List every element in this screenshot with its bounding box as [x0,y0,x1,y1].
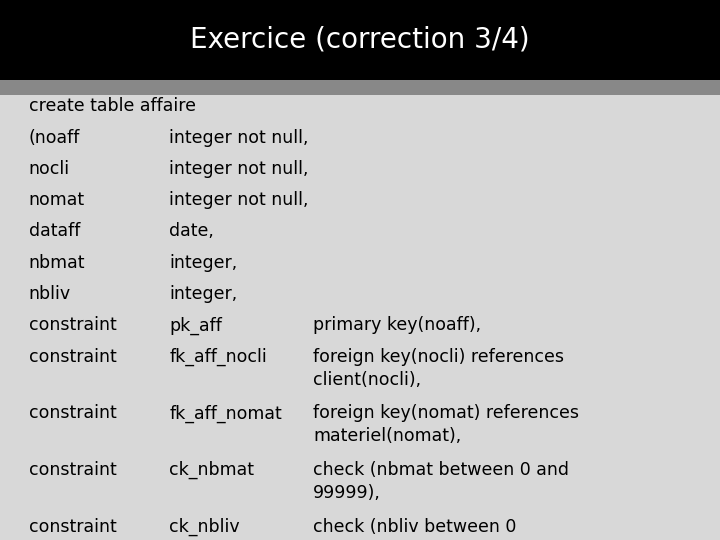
Text: Exercice (correction 3/4): Exercice (correction 3/4) [190,26,530,54]
Text: foreign key(nomat) references
materiel(nomat),: foreign key(nomat) references materiel(n… [313,404,579,445]
Text: nomat: nomat [29,191,85,209]
Text: foreign key(nocli) references
client(nocli),: foreign key(nocli) references client(noc… [313,348,564,389]
Text: constraint: constraint [29,316,117,334]
Text: fk_aff_nomat: fk_aff_nomat [169,404,282,423]
Text: date,: date, [169,222,214,240]
Text: pk_aff: pk_aff [169,316,222,335]
Text: integer not null,: integer not null, [169,160,309,178]
FancyBboxPatch shape [0,80,720,95]
Text: check (nbliv between 0
and 99999)) ;: check (nbliv between 0 and 99999)) ; [313,518,516,540]
Text: primary key(noaff),: primary key(noaff), [313,316,482,334]
Text: fk_aff_nocli: fk_aff_nocli [169,348,267,366]
Text: nocli: nocli [29,160,70,178]
Text: constraint: constraint [29,461,117,479]
Text: integer not null,: integer not null, [169,191,309,209]
Text: integer not null,: integer not null, [169,129,309,146]
Text: integer,: integer, [169,285,238,303]
Text: create table affaire: create table affaire [29,97,196,115]
FancyBboxPatch shape [0,0,720,80]
Text: (noaff: (noaff [29,129,80,146]
Text: nbmat: nbmat [29,254,85,272]
Text: check (nbmat between 0 and
99999),: check (nbmat between 0 and 99999), [313,461,570,502]
Text: nbliv: nbliv [29,285,71,303]
Text: ck_nbmat: ck_nbmat [169,461,254,480]
Text: constraint: constraint [29,518,117,536]
Text: integer,: integer, [169,254,238,272]
Text: ck_nbliv: ck_nbliv [169,518,240,536]
Text: constraint: constraint [29,348,117,366]
Text: constraint: constraint [29,404,117,422]
Text: dataff: dataff [29,222,80,240]
